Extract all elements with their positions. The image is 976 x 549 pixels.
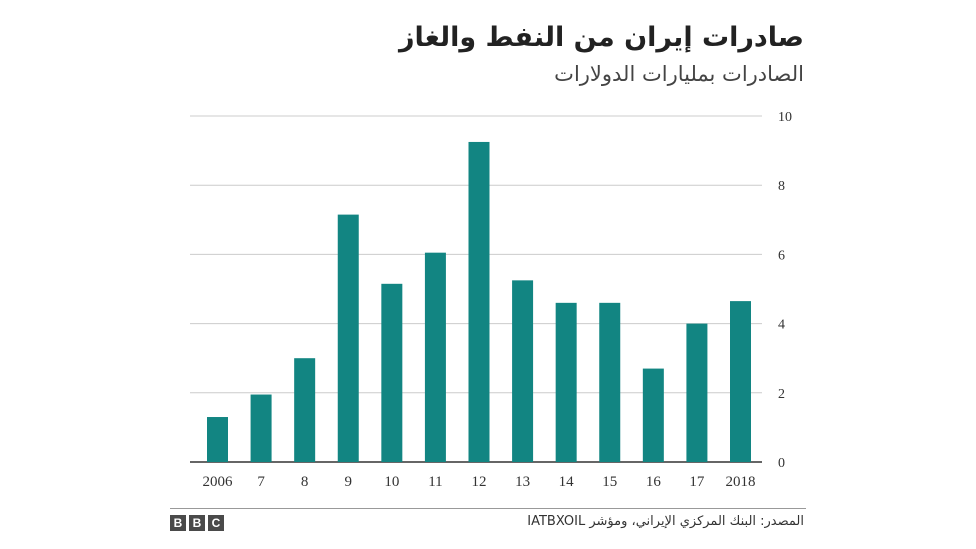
x-tick-label: 12: [472, 474, 487, 490]
bar: [555, 302, 577, 462]
bar: [207, 417, 228, 462]
x-tick-label: 17: [689, 474, 705, 490]
x-tick-label: 11: [428, 474, 442, 490]
y-tick-label: 6: [778, 248, 785, 263]
bar: [250, 394, 272, 462]
chart-subtitle: الصادرات بمليارات الدولارات: [554, 62, 804, 86]
x-tick-label: 2006: [203, 474, 234, 490]
x-tick-label: 15: [602, 474, 617, 490]
bar-chart: 0 2 4 6 8 10 2006 7 8 9 10 11 12 13 14 15 16 17 2018: [190, 110, 792, 490]
x-tick-label: 14: [559, 474, 575, 490]
bbc-logo: B B C: [170, 515, 224, 531]
x-tick-label: 8: [301, 474, 309, 490]
y-tick-label: 0: [778, 456, 785, 471]
x-tick-label: 2018: [726, 474, 756, 490]
y-tick-label: 2: [778, 387, 785, 402]
x-tick-label: 16: [646, 474, 662, 490]
x-tick-label: 7: [257, 474, 265, 490]
y-tick-label: 10: [778, 110, 792, 125]
bar: [686, 323, 708, 462]
y-tick-label: 4: [778, 318, 785, 333]
x-tick-label: 10: [384, 474, 399, 490]
source-note: المصدر: البنك المركزي الإيراني، ومؤشر IA…: [527, 514, 804, 529]
bar: [512, 280, 534, 462]
bar: [468, 141, 490, 462]
bbc-logo-letter: B: [170, 515, 186, 531]
footer-divider: [170, 508, 806, 509]
chart-title: صادرات إيران من النفط والغاز: [399, 22, 804, 53]
bar: [294, 358, 316, 462]
x-tick-label: 9: [345, 474, 353, 490]
bar: [730, 301, 751, 462]
bar: [642, 368, 664, 462]
bar: [424, 252, 446, 462]
bbc-logo-letter: C: [208, 515, 224, 531]
x-tick-label: 13: [515, 474, 530, 490]
bar: [599, 302, 621, 462]
bar: [337, 214, 359, 462]
bbc-logo-letter: B: [189, 515, 205, 531]
bar: [381, 283, 403, 462]
y-tick-label: 8: [778, 179, 785, 194]
